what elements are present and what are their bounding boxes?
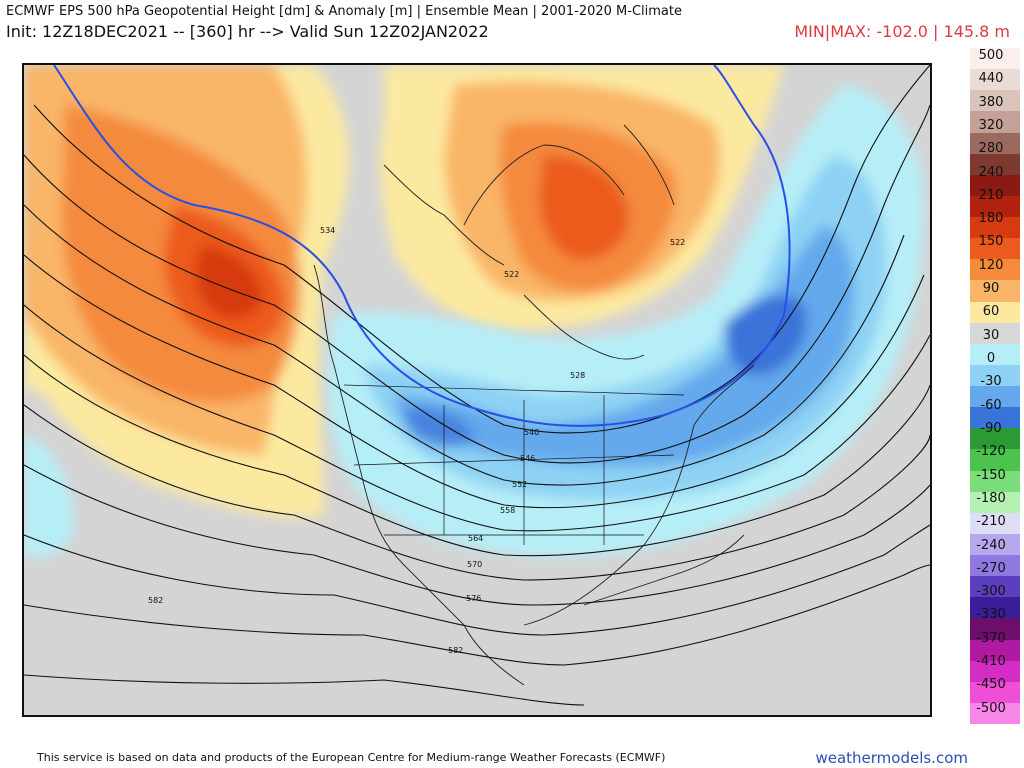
positive-anomaly-pacific (24, 65, 349, 518)
contour-label: 552 (512, 480, 527, 489)
legend-swatch (970, 153, 1020, 175)
legend-label: -450 (976, 677, 1006, 693)
legend-swatch (970, 90, 1020, 112)
legend-label: -300 (976, 584, 1006, 600)
legend-swatch (970, 259, 1020, 281)
legend-label: -60 (980, 397, 1002, 413)
legend-swatch (970, 407, 1020, 429)
legend-label: 60 (982, 304, 1000, 320)
legend-label: 120 (978, 257, 1004, 273)
legend-label: -180 (976, 490, 1006, 506)
legend-label: -370 (976, 630, 1006, 646)
legend-label: 180 (978, 211, 1004, 227)
legend-label: -500 (976, 700, 1006, 716)
legend-label: -410 (976, 654, 1006, 670)
data-attribution: This service is based on data and produc… (37, 751, 666, 764)
legend-swatch (970, 639, 1020, 661)
legend-label: 90 (982, 281, 1000, 297)
legend-swatch (970, 533, 1020, 555)
legend-label: 0 (986, 351, 996, 367)
legend-label: 380 (978, 94, 1004, 110)
init-valid-time: Init: 12Z18DEC2021 -- [360] hr --> Valid… (6, 22, 489, 41)
legend-swatch (970, 238, 1020, 260)
legend-label: -240 (976, 537, 1006, 553)
legend-swatch (970, 343, 1020, 365)
contour-label: 522 (670, 238, 685, 247)
contour-label: 558 (500, 506, 515, 515)
legend-swatch (970, 702, 1020, 724)
contour-label: 534 (320, 226, 335, 235)
legend-label: 30 (982, 327, 1000, 343)
legend-swatch (970, 111, 1020, 133)
contour-label: 570 (467, 560, 482, 569)
legend-swatch (970, 512, 1020, 534)
contour-label-group: 534 522 522 528 540 546 552 558 564 570 … (148, 226, 685, 655)
legend-swatch (970, 428, 1020, 450)
legend-swatch (970, 491, 1020, 513)
coastlines (313, 124, 755, 686)
legend-swatch (970, 470, 1020, 492)
contour-label: 540 (524, 428, 539, 437)
legend-swatch (970, 132, 1020, 154)
reference-contour (53, 65, 791, 427)
legend-swatch (970, 174, 1020, 196)
contour-label: 546 (520, 454, 535, 463)
legend-swatch (970, 280, 1020, 302)
legend-label: 500 (978, 48, 1004, 63)
min-max-readout: MIN|MAX: -102.0 | 145.8 m (794, 22, 1010, 41)
legend-swatch (970, 217, 1020, 239)
legend-swatch (970, 322, 1020, 344)
contour-label: 582 (448, 646, 463, 655)
legend-swatch (970, 576, 1020, 598)
contour-label: 564 (468, 534, 483, 543)
legend-swatch (970, 660, 1020, 682)
legend-swatch (970, 301, 1020, 323)
legend-label: -270 (976, 560, 1006, 576)
legend-label: 280 (978, 141, 1004, 157)
legend-label: 440 (978, 71, 1004, 87)
legend-label: -150 (976, 467, 1006, 483)
legend-label: -330 (976, 607, 1006, 623)
contour-label: 576 (466, 594, 481, 603)
contour-label: 522 (504, 270, 519, 279)
color-legend: 500 440 380 320 280 240 210 180 150 120 90 60 30 0 -30… (966, 48, 1020, 724)
legend-swatch (970, 48, 1020, 70)
legend-swatch (970, 681, 1020, 703)
legend-label: 240 (978, 164, 1004, 180)
positive-anomaly-canada (379, 65, 784, 331)
contour-label: 528 (570, 371, 585, 380)
legend-label: 150 (978, 234, 1004, 250)
anomaly-map: 534 522 522 528 540 546 552 558 564 570 … (22, 63, 932, 717)
contour-label: 582 (148, 596, 163, 605)
height-contours (24, 65, 930, 706)
legend-swatch (970, 449, 1020, 471)
legend-label: -90 (980, 420, 1002, 436)
site-link[interactable]: weathermodels.com (815, 749, 968, 767)
legend-swatch (970, 195, 1020, 217)
legend-label: -120 (976, 444, 1006, 460)
legend-label: -30 (980, 374, 1002, 390)
legend-swatch (970, 597, 1020, 619)
legend-swatch (970, 386, 1020, 408)
legend-label: 320 (978, 117, 1004, 133)
legend-swatch (970, 69, 1020, 91)
map-title: ECMWF EPS 500 hPa Geopotential Height [d… (6, 4, 682, 19)
legend-swatch (970, 555, 1020, 577)
legend-label: 210 (978, 187, 1004, 203)
map-canvas: 534 522 522 528 540 546 552 558 564 570 … (24, 65, 930, 715)
legend-swatch (970, 618, 1020, 640)
legend-swatch (970, 364, 1020, 386)
legend-label: -210 (976, 514, 1006, 530)
